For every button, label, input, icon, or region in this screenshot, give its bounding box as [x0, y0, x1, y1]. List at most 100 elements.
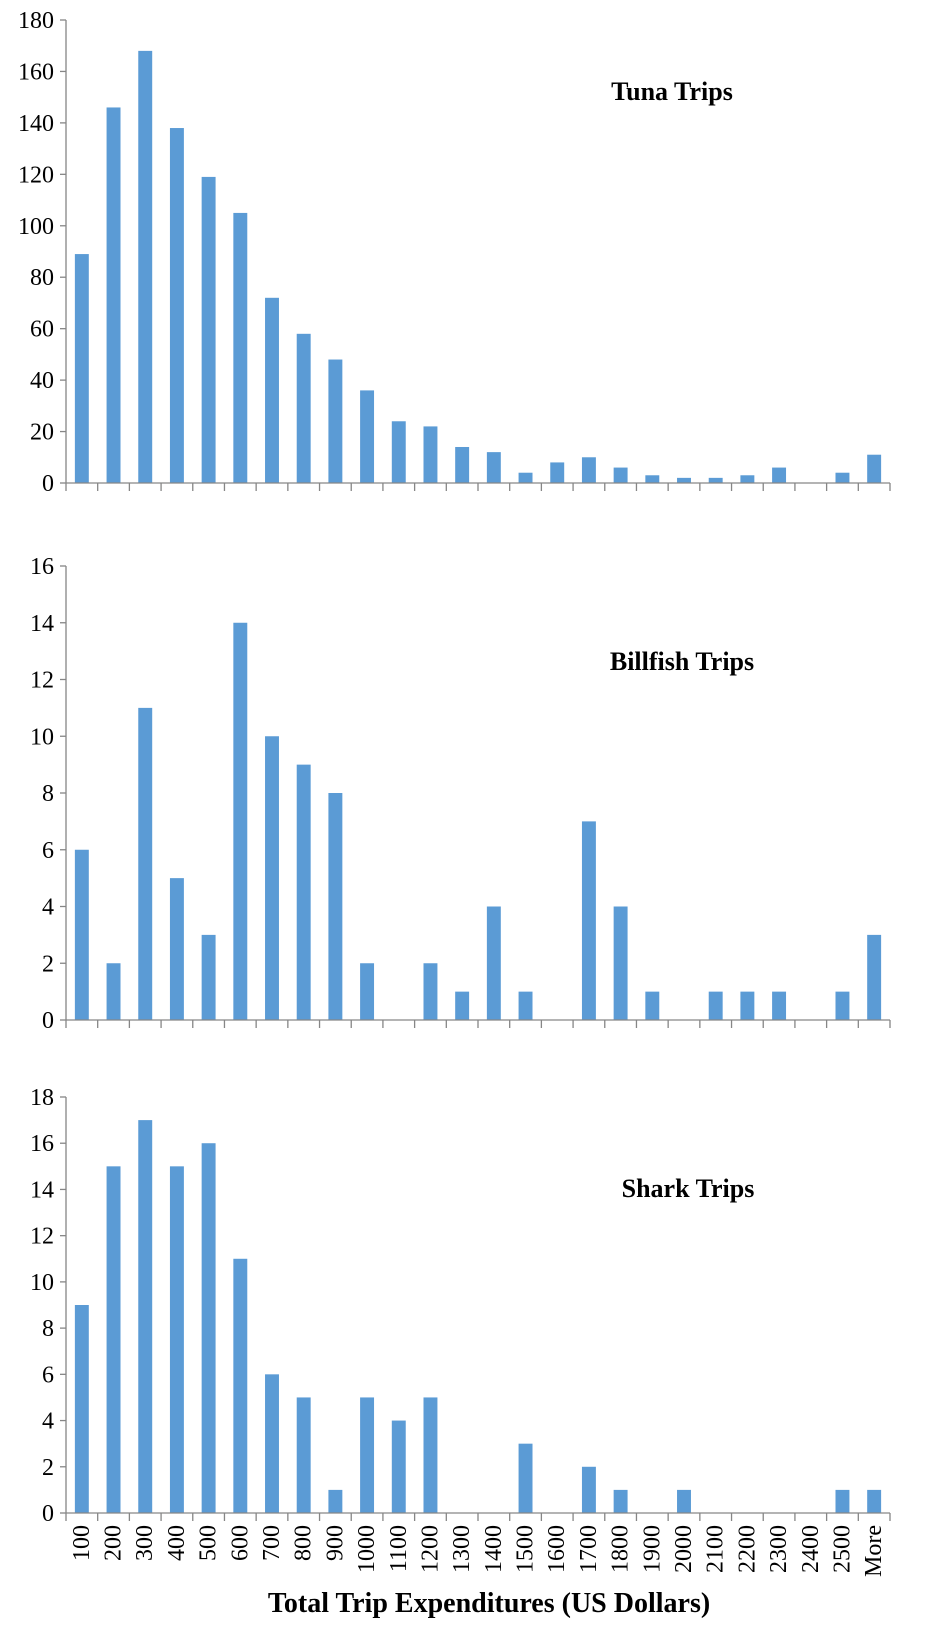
- y-tick-label: 100: [18, 214, 54, 240]
- panel-title: Billfish Trips: [610, 647, 754, 676]
- bar-1200: [423, 1397, 438, 1513]
- y-tick-label: 10: [30, 1270, 54, 1296]
- panel-title: Shark Trips: [622, 1174, 755, 1203]
- x-tick-label: More: [861, 1525, 887, 1577]
- x-tick-label: 1400: [481, 1525, 507, 1573]
- y-tick-label: 4: [42, 895, 54, 921]
- y-tick-label: 0: [42, 1008, 54, 1034]
- bar-700: [265, 736, 279, 1020]
- y-tick-label: 6: [42, 1362, 54, 1388]
- bar-2100: [708, 991, 723, 1021]
- bar-2500: [835, 1489, 850, 1513]
- bar-800: [296, 1397, 311, 1513]
- y-tick-label: 160: [18, 59, 54, 85]
- y-tick-label: 14: [30, 611, 54, 637]
- chart-panel-3: 0 2 4 6 8 10 12 14 16 18 Shark Trips 100 200 300 400 50…: [30, 1085, 891, 1619]
- bar-600: [233, 212, 248, 484]
- bar-More: [867, 1489, 882, 1513]
- bar-800: [296, 764, 311, 1021]
- y-tick-label: 14: [30, 1177, 54, 1203]
- bar-More: [867, 934, 882, 1021]
- bar-1100: [391, 1420, 406, 1513]
- x-tick-label: 1800: [608, 1525, 634, 1573]
- bar-2500: [835, 991, 850, 1021]
- bar-2300: [772, 991, 787, 1021]
- bar-100: [74, 1305, 89, 1513]
- chart-panel-2: 0 2 4 6 8 10 12 14 16 Billfish Trips: [30, 554, 891, 1034]
- y-tick-label: 80: [30, 265, 54, 291]
- bar-300: [138, 707, 153, 1021]
- y-tick-label: 120: [18, 162, 54, 188]
- x-tick-label: 2100: [703, 1525, 729, 1573]
- x-tick-label: 900: [322, 1525, 348, 1561]
- bar-1500: [518, 472, 533, 483]
- x-tick-label: 400: [164, 1525, 190, 1561]
- bar-2500: [835, 472, 850, 483]
- bar-1200: [423, 963, 438, 1020]
- bar-700: [265, 1374, 279, 1513]
- x-tick-label: 200: [101, 1525, 127, 1561]
- bar-1800: [613, 1489, 628, 1513]
- bar-600: [233, 1258, 248, 1513]
- y-tick-label: 6: [42, 838, 54, 864]
- bar-1000: [360, 963, 375, 1020]
- bar-1700: [581, 457, 596, 483]
- bar-100: [74, 849, 89, 1020]
- y-tick-label: 12: [30, 668, 54, 694]
- bar-400: [169, 1166, 184, 1513]
- y-tick-label: 8: [42, 1316, 54, 1342]
- bar-1900: [645, 991, 660, 1021]
- panel-title: Tuna Trips: [611, 77, 733, 106]
- bar-1000: [360, 1397, 375, 1513]
- bar-200: [106, 1166, 121, 1513]
- bar-400: [169, 128, 184, 483]
- y-tick-label: 0: [42, 471, 54, 497]
- y-tick-label: 0: [42, 1501, 54, 1527]
- bar-500: [201, 934, 216, 1021]
- x-tick-label: 1900: [639, 1525, 665, 1573]
- x-tick-label: 100: [69, 1525, 95, 1561]
- bar-2100: [708, 477, 723, 483]
- bar-1200: [423, 426, 438, 483]
- x-tick-label: 2400: [798, 1525, 824, 1573]
- bar-1700: [581, 821, 596, 1021]
- y-tick-label: 40: [30, 368, 54, 394]
- y-tick-label: 18: [30, 1085, 54, 1111]
- bar-1400: [486, 452, 501, 483]
- bar-300: [138, 1120, 153, 1513]
- bar-900: [328, 1489, 343, 1513]
- bar-900: [328, 359, 343, 483]
- x-tick-label: 1500: [513, 1525, 539, 1573]
- y-tick-label: 20: [30, 420, 54, 446]
- x-tick-label: 1000: [354, 1525, 380, 1573]
- bar-300: [138, 50, 153, 484]
- y-tick-label: 16: [30, 1131, 54, 1157]
- bar-200: [106, 107, 121, 484]
- bar-600: [233, 622, 248, 1020]
- bar-1400: [486, 906, 501, 1020]
- y-tick-label: 2: [42, 951, 54, 977]
- x-tick-label: 1200: [417, 1525, 443, 1573]
- bar-500: [201, 176, 216, 483]
- bar-700: [265, 297, 279, 483]
- x-tick-label: 2000: [671, 1525, 697, 1573]
- x-axis-label: Total Trip Expenditures (US Dollars): [268, 1588, 710, 1619]
- bar-1100: [391, 421, 406, 483]
- bar-2000: [677, 477, 691, 483]
- y-tick-label: 10: [30, 724, 54, 750]
- bar-900: [328, 793, 343, 1020]
- x-tick-label: 500: [196, 1525, 222, 1561]
- x-tick-label: 2200: [734, 1525, 760, 1573]
- x-tick-label: 1100: [386, 1525, 412, 1572]
- bar-400: [169, 878, 184, 1021]
- bar-100: [74, 254, 89, 483]
- x-tick-label: 700: [259, 1525, 285, 1561]
- x-tick-label: 1300: [449, 1525, 475, 1573]
- bar-2300: [772, 467, 787, 483]
- bar-1600: [550, 462, 565, 483]
- y-tick-label: 16: [30, 554, 54, 580]
- y-tick-label: 4: [42, 1409, 54, 1435]
- x-tick-label: 2300: [766, 1525, 792, 1573]
